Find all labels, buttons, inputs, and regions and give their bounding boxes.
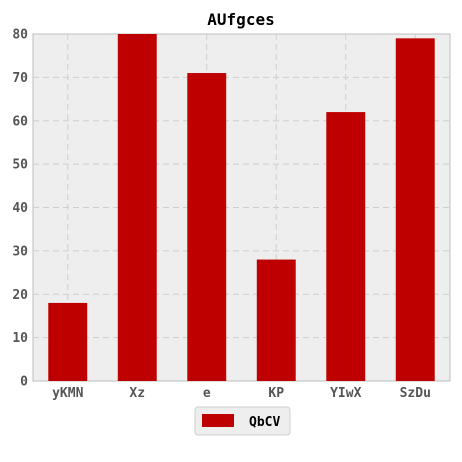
bar-yKMN bbox=[48, 303, 87, 381]
x-tick-label: Xz bbox=[129, 386, 145, 401]
legend: QbCV bbox=[195, 407, 290, 435]
bar-SzDu bbox=[396, 38, 435, 381]
y-tick-label: 50 bbox=[12, 158, 28, 173]
bar-e bbox=[187, 73, 226, 381]
legend-label: QbCV bbox=[249, 415, 280, 430]
x-tick-label: yKMN bbox=[52, 386, 83, 401]
y-tick-label: 30 bbox=[12, 244, 28, 259]
y-axis-ticks: 0 10 20 30 40 50 60 70 80 bbox=[12, 28, 28, 390]
x-tick-label: KP bbox=[268, 386, 284, 401]
bar-KP bbox=[257, 260, 296, 381]
y-tick-label: 0 bbox=[20, 375, 28, 390]
x-tick-label: YIwX bbox=[330, 386, 361, 401]
y-tick-label: 70 bbox=[12, 71, 28, 86]
y-tick-label: 10 bbox=[12, 331, 28, 346]
y-tick-label: 40 bbox=[12, 201, 28, 216]
x-tick-label: SzDu bbox=[400, 386, 431, 401]
y-tick-label: 20 bbox=[12, 288, 28, 303]
x-axis-ticks: yKMN Xz e KP YIwX SzDu bbox=[52, 386, 431, 401]
chart-title: AUfgces bbox=[207, 10, 274, 29]
y-tick-label: 80 bbox=[12, 28, 28, 43]
x-tick-label: e bbox=[203, 386, 211, 401]
y-tick-label: 60 bbox=[12, 114, 28, 129]
bar-YIwX bbox=[326, 112, 365, 381]
bar-Xz bbox=[118, 34, 157, 381]
legend-swatch bbox=[202, 414, 234, 427]
